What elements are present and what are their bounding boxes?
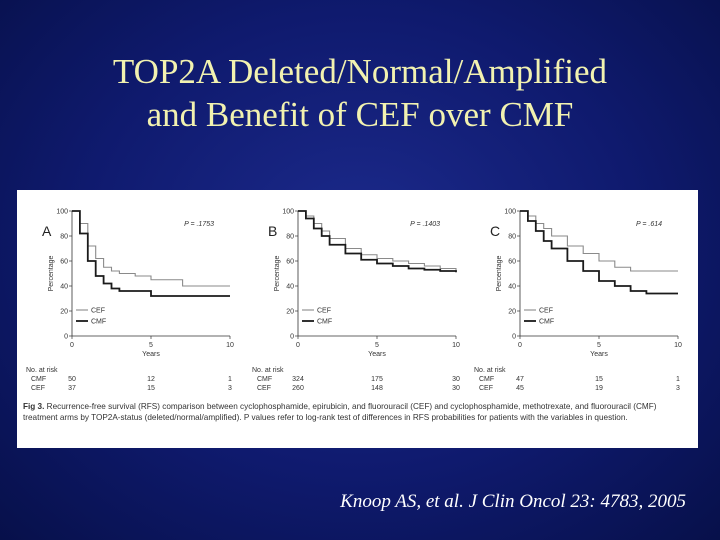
panel-c-risk-value: 19 [595, 385, 603, 392]
panel-c-x-tick-label: 10 [674, 342, 682, 349]
panel-c-risk-row-label: CMF [479, 376, 494, 383]
panel-a-y-tick-label: 80 [60, 234, 68, 241]
panel-a-x-tick-label: 10 [226, 342, 234, 349]
panel-a-curve-cef [72, 210, 230, 287]
panel-c-curve-cmf [520, 210, 678, 295]
caption-label: Fig 3. [23, 402, 45, 411]
panel-a-x-axis-title: Years [142, 351, 160, 358]
panel-a-risk-row-label: CMF [31, 376, 46, 383]
panel-c-y-tick-label: 40 [508, 284, 516, 291]
panel-b-risk-value: 324 [292, 376, 304, 383]
panel-a-risk-value: 37 [68, 385, 76, 392]
panel-a-legend-label-cmf: CMF [91, 319, 106, 326]
panel-c-risk-value: 45 [516, 385, 524, 392]
panel-c-y-tick-label: 100 [504, 209, 516, 216]
panel-c-letter: C [490, 223, 500, 239]
panel-c-x-axis-title: Years [590, 351, 608, 358]
panel-c-y-tick-label: 20 [508, 309, 516, 316]
panel-c-risk-value: 3 [676, 385, 680, 392]
panel-c-legend-label-cmf: CMF [539, 319, 554, 326]
panel-c-risk-header: No. at risk [474, 367, 506, 374]
panel-a-y-tick-label: 100 [56, 209, 68, 216]
panel-a-risk-value: 50 [68, 376, 76, 383]
panel-c-risk-value: 15 [595, 376, 603, 383]
panel-b-y-tick-label: 0 [290, 334, 294, 341]
panel-a-letter: A [42, 223, 52, 239]
panel-c-x-tick-label: 5 [597, 342, 601, 349]
panel-b-p-value: P = .1403 [410, 221, 440, 228]
panel-b-risk-value: 260 [292, 385, 304, 392]
panel-b-y-tick-label: 60 [286, 259, 294, 266]
panel-a-risk-header: No. at risk [26, 367, 58, 374]
figure-caption: Fig 3. Recurrence-free survival (RFS) co… [23, 402, 691, 423]
citation: Knoop AS, et al. J Clin Oncol 23: 4783, … [340, 491, 686, 512]
panel-b-legend-label-cmf: CMF [317, 319, 332, 326]
panel-c-y-axis-title: Percentage [496, 255, 503, 291]
panel-b-x-tick-label: 0 [296, 342, 300, 349]
panel-b-curve-cmf [298, 210, 457, 273]
panel-b-y-tick-label: 40 [286, 284, 294, 291]
panel-a-risk-value: 3 [228, 385, 232, 392]
panel-a-risk-value: 12 [147, 376, 155, 383]
panel-b-letter: B [268, 223, 277, 239]
panel-b-risk-header: No. at risk [252, 367, 284, 374]
panel-b-risk-value: 175 [371, 376, 383, 383]
panel-a-y-tick-label: 40 [60, 284, 68, 291]
figure-panel: 0 20 40 60 80 100 0 5 10 Percentage Years A P = .175… [17, 190, 698, 448]
panel-c-risk-value: 1 [676, 376, 680, 383]
panel-b-risk-row-label: CMF [257, 376, 272, 383]
panel-b-y-axis-title: Percentage [274, 255, 281, 291]
panel-a-x-tick-label: 5 [149, 342, 153, 349]
title-line-1: TOP2A Deleted/Normal/Amplified [112, 52, 608, 91]
panel-c-y-tick-label: 0 [512, 334, 516, 341]
panel-a-y-tick-label: 0 [64, 334, 68, 341]
panel-c-y-tick-label: 60 [508, 259, 516, 266]
panel-c-legend-label-cef: CEF [539, 308, 553, 315]
slide-title: TOP2A Deleted/Normal/Amplified and Benef… [0, 50, 720, 136]
panel-a-risk-value: 15 [147, 385, 155, 392]
panel-a-risk-value: 1 [228, 376, 232, 383]
panel-b-y-tick-label: 20 [286, 309, 294, 316]
title-line-2: and Benefit of CEF over CMF [146, 95, 574, 134]
caption-text: Recurrence-free survival (RFS) compariso… [23, 402, 657, 422]
panel-b-y-tick-label: 80 [286, 234, 294, 241]
panel-a-y-tick-label: 60 [60, 259, 68, 266]
panel-a-y-tick-label: 20 [60, 309, 68, 316]
panel-a-x-tick-label: 0 [70, 342, 74, 349]
panel-b-risk-value: 30 [452, 376, 460, 383]
panel-b-y-tick-label: 100 [282, 209, 294, 216]
panel-b-risk-value: 30 [452, 385, 460, 392]
panel-a-legend-label-cef: CEF [91, 308, 105, 315]
panel-c-risk-row-label: CEF [479, 385, 493, 392]
panel-c-p-value: P = .614 [636, 221, 662, 228]
panel-b-x-tick-label: 5 [375, 342, 379, 349]
panel-a-p-value: P = .1753 [184, 221, 214, 228]
panel-b-risk-row-label: CEF [257, 385, 271, 392]
panel-b-x-axis-title: Years [368, 351, 386, 358]
panel-a-y-axis-title: Percentage [48, 255, 55, 291]
panel-c-risk-value: 47 [516, 376, 524, 383]
panel-b-legend-label-cef: CEF [317, 308, 331, 315]
panel-c-x-tick-label: 0 [518, 342, 522, 349]
panel-a-risk-row-label: CEF [31, 385, 45, 392]
panel-c-y-tick-label: 80 [508, 234, 516, 241]
panel-a-curve-cmf [72, 210, 230, 297]
panel-b-risk-value: 148 [371, 385, 383, 392]
panel-b-x-tick-label: 10 [452, 342, 460, 349]
panel-c-curve-cef [520, 210, 678, 272]
